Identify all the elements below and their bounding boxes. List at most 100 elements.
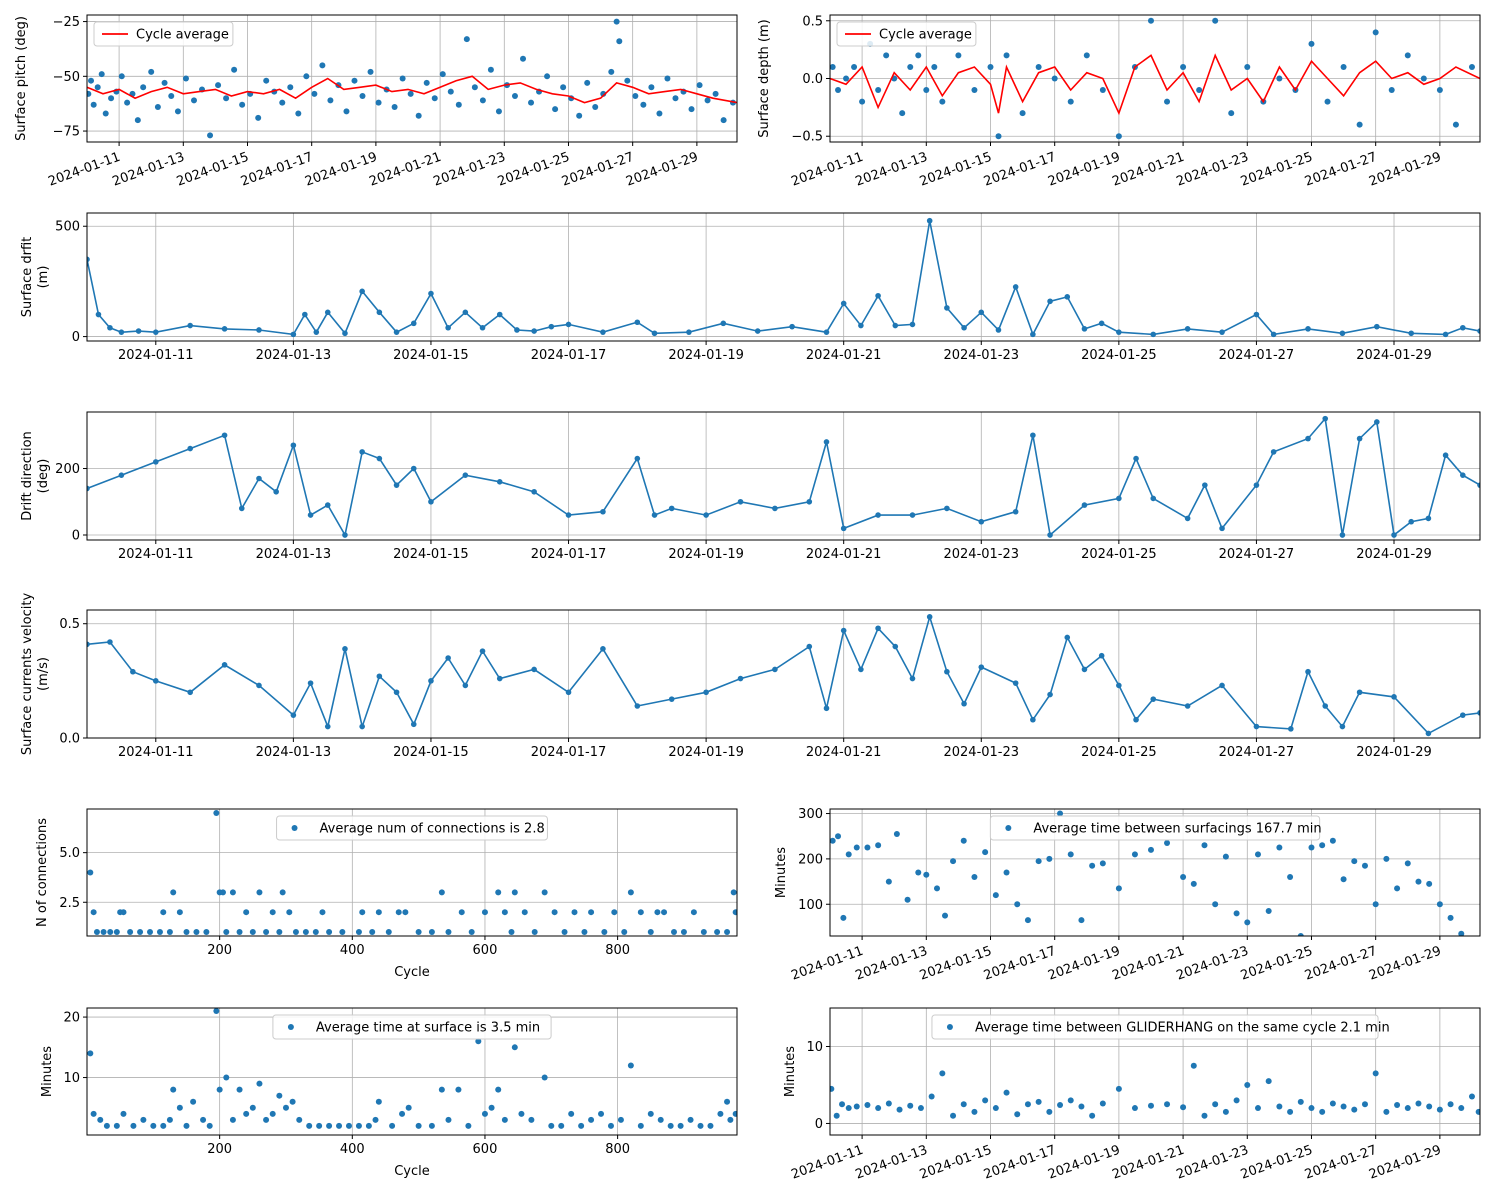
pitch-ylabel: Surface pitch (deg) [14, 16, 29, 141]
velocity-line-marker [1012, 680, 1019, 686]
drift-line-marker [1081, 326, 1088, 332]
depth-data-point [1115, 133, 1122, 140]
surfacings-axes-frame [829, 808, 1481, 937]
connections-data-point [375, 909, 382, 916]
time_at_surface-data-point [528, 1116, 535, 1123]
gliderhang-data-point [1297, 1098, 1304, 1105]
direction-line-marker [772, 505, 778, 512]
velocity-ylabel-line2: (m/s) [36, 657, 51, 691]
connections-data-point [732, 909, 737, 916]
velocity-line-marker [600, 646, 606, 652]
connections-data-point [339, 929, 346, 936]
drift-axes-frame [86, 212, 1481, 342]
connections-data-point [156, 929, 163, 936]
connections-data-point [319, 909, 326, 916]
drift-line-marker [302, 311, 308, 318]
surfacings-data-point [1024, 917, 1031, 924]
connections-data-point [571, 909, 578, 916]
gliderhang-data-point [971, 1108, 978, 1115]
time_at_surface-legend-marker-swatch [287, 1024, 294, 1030]
surfacings-data-point [1212, 901, 1219, 908]
drift-line-marker [313, 329, 320, 335]
gliderhang-legend-box [931, 1014, 1379, 1040]
surfacings-data-point [875, 842, 882, 849]
velocity-line-marker [823, 705, 830, 712]
pitch-data-point [118, 73, 125, 80]
pitch-data-point [672, 95, 679, 102]
connections-data-point [654, 909, 661, 916]
surfacings-legend-box [989, 815, 1321, 841]
time_at_surface-data-point [607, 1122, 614, 1129]
pitch-plot-area [87, 18, 737, 139]
pitch-data-point [613, 18, 620, 25]
time_at_surface-data-point [732, 1110, 737, 1117]
drift-line-marker [1253, 311, 1260, 318]
time_at_surface-data-point [627, 1062, 634, 1069]
gliderhang-data-point [917, 1105, 924, 1112]
connections-data-point [127, 929, 134, 936]
direction-line-marker [737, 498, 744, 505]
time_at_surface-data-point [249, 1104, 256, 1111]
gliderhang-data-point [1394, 1101, 1401, 1108]
depth-data-point [995, 133, 1002, 140]
connections-data-point [229, 889, 236, 896]
gliderhang-data-point [1426, 1103, 1433, 1110]
time_at_surface-data-point [588, 1116, 595, 1123]
time_at_surface-ylabel: Minutes [40, 1046, 55, 1097]
drift-line-marker [961, 324, 967, 331]
direction-line-marker [531, 488, 537, 495]
time_at_surface-xtick-label: 200 [207, 1142, 232, 1157]
connections-data-point [670, 929, 677, 936]
time_at_surface-data-point [150, 1122, 157, 1129]
pitch-data-point [303, 73, 310, 80]
connections-data-point [249, 929, 256, 936]
connections-data-point [355, 929, 362, 936]
velocity-line-marker [130, 668, 136, 675]
time_at_surface-data-point [120, 1110, 127, 1117]
gliderhang-ylabel: Minutes [783, 1046, 798, 1097]
drift-line-marker [1047, 298, 1053, 305]
time_at_surface-data-point [223, 1074, 230, 1081]
direction-line-marker [1133, 455, 1139, 462]
pitch-data-point [279, 99, 286, 106]
gliderhang-data-point [1131, 1105, 1138, 1112]
surfacings-data-point [1329, 837, 1336, 844]
connections-data-point [219, 889, 226, 896]
drift-line-marker [978, 309, 985, 316]
depth-data-point [835, 87, 842, 94]
connections-data-point [402, 909, 409, 916]
surfacings-data-point [960, 837, 967, 844]
gliderhang-data-point [839, 1101, 846, 1108]
pitch-data-point [447, 88, 454, 95]
gliderhang-data-point [1233, 1097, 1240, 1104]
gliderhang-data-point [1319, 1108, 1326, 1115]
pitch-data-point [319, 62, 326, 69]
time_at_surface-data-point [236, 1086, 243, 1093]
drift-line-marker [548, 323, 555, 330]
direction-line-marker [1477, 482, 1480, 488]
pitch-data-point [415, 112, 422, 119]
drift-line-marker [462, 309, 469, 316]
velocity-line-marker [1477, 710, 1480, 716]
connections-data-point [90, 909, 97, 916]
direction-line-marker [324, 502, 331, 508]
time_at_surface-ytick-label: 10 [63, 1071, 80, 1086]
pitch-data-point [367, 68, 374, 75]
drift-line-marker [152, 329, 159, 335]
depth-data-point [1244, 63, 1251, 70]
gliderhang-data-point [1383, 1108, 1390, 1115]
surfacings-data-point [1361, 862, 1368, 869]
connections-data-point [166, 929, 173, 936]
velocity-line-marker [1253, 723, 1260, 730]
direction-xtick-label: 2024-01-11 [118, 547, 194, 562]
pitch-data-point [215, 82, 222, 89]
depth-data-point [843, 75, 850, 82]
surfacings-data-point [830, 837, 836, 844]
connections-legend-label: Average num of connections is 2.8 [320, 822, 545, 837]
velocity-line-marker [703, 689, 709, 696]
depth-data-point [1228, 110, 1235, 117]
time_at_surface-data-point [548, 1122, 555, 1129]
depth-plot-area [830, 17, 1480, 140]
direction-line-marker [496, 479, 503, 485]
velocity-line-marker [393, 689, 400, 696]
